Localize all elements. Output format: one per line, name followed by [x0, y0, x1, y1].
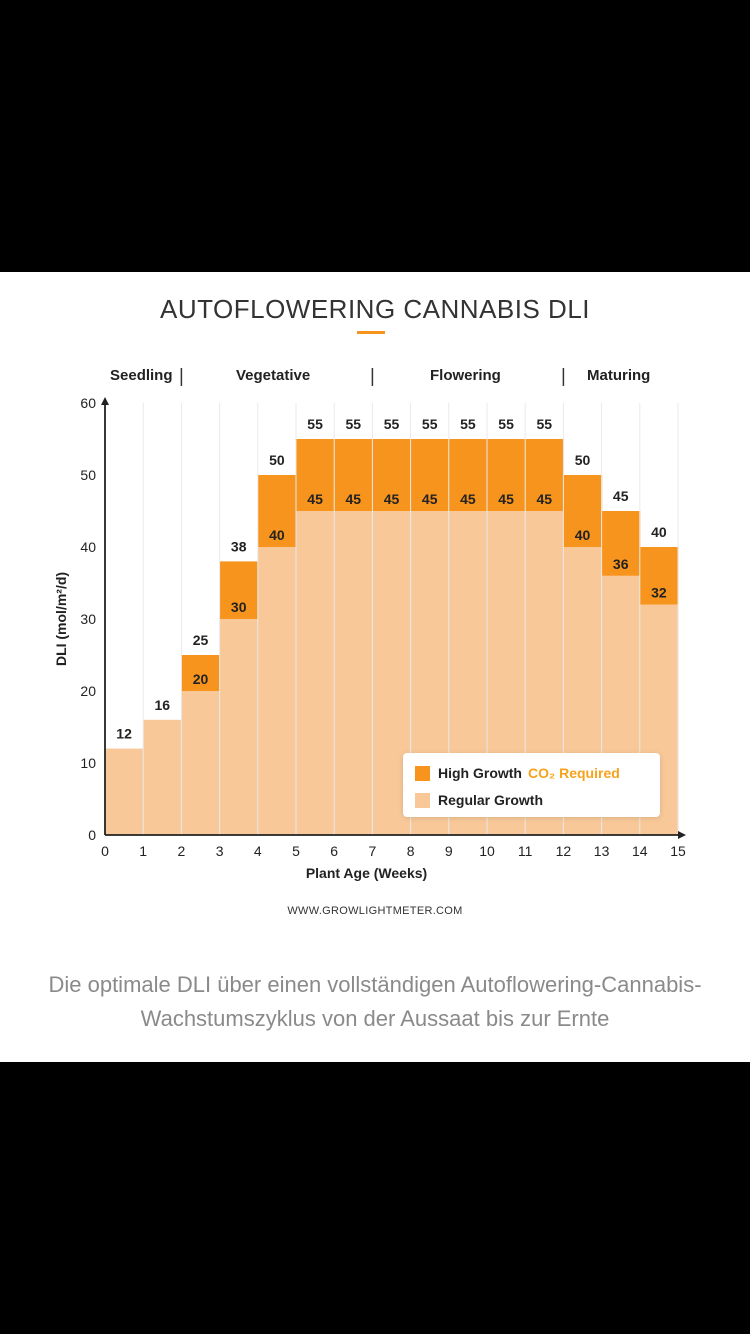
- high-growth-value-label: 55: [537, 416, 553, 432]
- website-credit: WWW.GROWLIGHTMETER.COM: [287, 905, 463, 917]
- high-growth-bar: [487, 439, 526, 511]
- y-tick-label: 30: [80, 611, 96, 627]
- high-growth-value-label: 55: [460, 416, 476, 432]
- phase-label-vegetative: Vegetative: [236, 367, 311, 384]
- high-growth-value-label: 50: [575, 452, 591, 468]
- x-axis-arrow: [678, 831, 686, 839]
- x-tick-label: 13: [594, 843, 610, 859]
- regular-growth-value-label: 20: [193, 671, 209, 687]
- high-growth-bar: [639, 547, 679, 605]
- y-tick-label: 60: [80, 395, 96, 411]
- high-growth-value-label: 50: [269, 452, 285, 468]
- regular-growth-bar: [143, 719, 182, 835]
- regular-growth-bar: [257, 547, 297, 835]
- x-tick-label: 7: [369, 843, 377, 859]
- high-growth-value-label: 40: [651, 524, 667, 540]
- title-underline: [357, 331, 385, 334]
- phase-label-flowering: Flowering: [430, 367, 501, 384]
- y-tick-label: 40: [80, 539, 96, 555]
- regular-growth-bar: [296, 511, 335, 835]
- high-growth-value-label: 55: [384, 416, 400, 432]
- high-growth-bar: [334, 439, 373, 511]
- regular-growth-value-label: 45: [537, 491, 553, 507]
- regular-growth-value-label: 45: [346, 491, 362, 507]
- regular-growth-value-label: 45: [384, 491, 400, 507]
- high-growth-value-label: 25: [193, 632, 209, 648]
- y-axis-arrow: [101, 397, 109, 405]
- y-axis-label: DLI (mol/m²/d): [53, 572, 69, 666]
- chart-card: 0 10 20 30 40 50 60 0 1 2 3 4 5 6 7 8 9 10 11 12 13 14 15 Plant…: [0, 272, 750, 1062]
- high-growth-value-label: 12: [116, 726, 132, 742]
- regular-growth-bar: [181, 691, 221, 835]
- high-growth-bar: [601, 511, 641, 576]
- high-growth-bar: [410, 439, 450, 511]
- x-tick-label: 3: [216, 843, 224, 859]
- y-tick-label: 10: [80, 755, 96, 771]
- regular-growth-value-label: 36: [613, 556, 629, 572]
- regular-growth-value-label: 40: [575, 527, 591, 543]
- regular-growth-value-label: 40: [269, 527, 285, 543]
- high-growth-bar: [563, 475, 603, 547]
- high-growth-bar: [257, 475, 297, 547]
- image-caption: Die optimale DLI über einen vollständige…: [48, 972, 702, 1031]
- regular-growth-bar: [334, 511, 373, 835]
- legend-swatch-high: [415, 765, 430, 781]
- high-growth-bar: [372, 439, 412, 511]
- legend-label-regular: Regular Growth: [438, 792, 544, 808]
- phase-label-maturing: Maturing: [587, 367, 651, 384]
- x-tick-label: 1: [139, 843, 147, 859]
- regular-growth-bar: [105, 748, 144, 835]
- x-tick-label: 8: [407, 843, 415, 859]
- regular-growth-value-label: 45: [460, 491, 476, 507]
- regular-growth-value-label: 32: [651, 585, 667, 601]
- regular-growth-value-label: 30: [231, 599, 247, 615]
- high-growth-value-label: 38: [231, 538, 247, 554]
- x-axis-label: Plant Age (Weeks): [306, 865, 427, 881]
- high-growth-bar: [448, 439, 488, 511]
- high-growth-bar: [525, 439, 564, 511]
- legend-label-high: High Growth: [438, 765, 522, 781]
- regular-growth-value-label: 45: [307, 491, 323, 507]
- legend-swatch-regular: [415, 792, 430, 808]
- high-growth-bar: [219, 561, 259, 619]
- high-growth-value-label: 16: [155, 697, 171, 713]
- high-growth-bar: [296, 439, 335, 511]
- legend-co2-note: CO₂ Required: [528, 765, 620, 781]
- x-tick-label: 9: [445, 843, 453, 859]
- x-tick-label: 10: [479, 843, 495, 859]
- x-tick-label: 15: [670, 843, 686, 859]
- x-tick-label: 0: [101, 843, 109, 859]
- x-tick-label: 4: [254, 843, 262, 859]
- y-tick-label: 50: [80, 467, 96, 483]
- x-tick-label: 2: [178, 843, 186, 859]
- y-tick-label: 0: [88, 827, 96, 843]
- high-growth-value-label: 45: [613, 488, 629, 504]
- regular-growth-value-label: 45: [498, 491, 514, 507]
- regular-growth-value-label: 45: [422, 491, 438, 507]
- legend-item-regular-growth: Regular Growth: [415, 789, 543, 811]
- x-tick-label: 11: [518, 843, 533, 859]
- high-growth-value-label: 55: [498, 416, 514, 432]
- high-growth-value-label: 55: [307, 416, 323, 432]
- high-growth-bar: [181, 655, 221, 691]
- phase-label-seedling: Seedling: [110, 367, 173, 384]
- y-tick-label: 20: [80, 683, 96, 699]
- chart-title: AUTOFLOWERING CANNABIS DLI: [159, 294, 591, 324]
- x-tick-label: 6: [330, 843, 338, 859]
- x-tick-label: 12: [556, 843, 572, 859]
- x-tick-label: 5: [292, 843, 300, 859]
- legend-item-high-growth: High Growth CO₂ Required: [415, 762, 620, 784]
- high-growth-value-label: 55: [422, 416, 438, 432]
- regular-growth-bar: [219, 619, 259, 835]
- high-growth-value-label: 55: [346, 416, 362, 432]
- x-tick-label: 14: [632, 843, 648, 859]
- chart-legend: High Growth CO₂ Required Regular Growth: [403, 753, 660, 817]
